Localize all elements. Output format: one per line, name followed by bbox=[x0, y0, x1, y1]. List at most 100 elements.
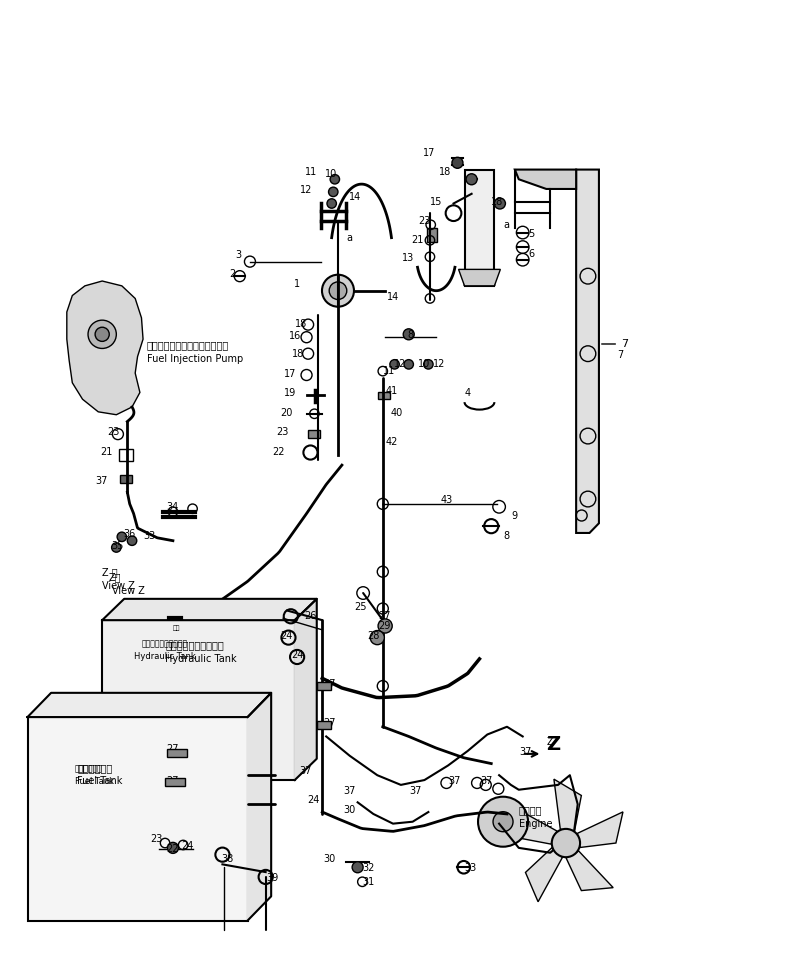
Text: 33: 33 bbox=[465, 863, 477, 873]
Circle shape bbox=[452, 157, 463, 169]
Text: 30: 30 bbox=[343, 805, 356, 815]
Text: Fuel Injection Pump: Fuel Injection Pump bbox=[147, 354, 243, 363]
Text: 42: 42 bbox=[386, 437, 399, 447]
Text: 30: 30 bbox=[323, 854, 336, 863]
Text: View Z: View Z bbox=[102, 581, 135, 591]
Polygon shape bbox=[102, 599, 317, 620]
Text: 1: 1 bbox=[294, 279, 300, 289]
Text: Z: Z bbox=[546, 735, 560, 754]
Text: 11: 11 bbox=[383, 366, 395, 376]
Text: 29: 29 bbox=[378, 621, 391, 631]
Text: フェルタンク: フェルタンク bbox=[77, 764, 112, 773]
Text: 17: 17 bbox=[423, 148, 435, 158]
Text: エンジン: エンジン bbox=[519, 805, 542, 815]
Text: 22: 22 bbox=[273, 447, 285, 456]
Bar bbox=[119, 450, 133, 461]
Text: Fuel Tank: Fuel Tank bbox=[75, 776, 114, 786]
Bar bbox=[120, 475, 132, 483]
Text: 27: 27 bbox=[378, 611, 391, 621]
Text: 39: 39 bbox=[266, 873, 279, 883]
Bar bbox=[102, 620, 295, 780]
Text: 23: 23 bbox=[107, 427, 119, 437]
Text: 23: 23 bbox=[150, 834, 163, 844]
Circle shape bbox=[112, 543, 121, 552]
Text: 24: 24 bbox=[281, 631, 293, 641]
Circle shape bbox=[327, 199, 336, 208]
Circle shape bbox=[424, 359, 433, 369]
Text: 14: 14 bbox=[387, 292, 399, 301]
Circle shape bbox=[329, 282, 347, 299]
Text: 18: 18 bbox=[491, 197, 504, 206]
Text: 15: 15 bbox=[430, 197, 443, 206]
Bar bbox=[317, 682, 331, 690]
Text: 23: 23 bbox=[418, 216, 431, 226]
Text: 27: 27 bbox=[323, 718, 336, 728]
Text: 37: 37 bbox=[343, 786, 356, 796]
Text: 35: 35 bbox=[111, 541, 123, 550]
Text: 5: 5 bbox=[528, 230, 534, 239]
Bar bbox=[165, 778, 185, 786]
Text: 37: 37 bbox=[449, 776, 461, 786]
Text: 17: 17 bbox=[284, 369, 296, 379]
Text: 33: 33 bbox=[143, 531, 156, 541]
Polygon shape bbox=[578, 812, 623, 848]
Circle shape bbox=[552, 828, 580, 858]
Text: Hydraulic Tank: Hydraulic Tank bbox=[165, 654, 237, 664]
Text: 4: 4 bbox=[465, 389, 471, 398]
Text: Z覲: Z覲 bbox=[108, 573, 121, 582]
Circle shape bbox=[494, 198, 505, 209]
Text: 9: 9 bbox=[512, 512, 518, 521]
Text: 41: 41 bbox=[386, 386, 399, 395]
Bar bbox=[308, 430, 320, 438]
Text: 20: 20 bbox=[281, 408, 293, 418]
Circle shape bbox=[352, 861, 363, 873]
Text: 40: 40 bbox=[391, 408, 403, 418]
Bar bbox=[465, 170, 494, 286]
Text: 11: 11 bbox=[305, 168, 318, 177]
Circle shape bbox=[329, 187, 338, 197]
Polygon shape bbox=[576, 170, 599, 533]
Circle shape bbox=[466, 173, 477, 185]
Polygon shape bbox=[295, 599, 317, 780]
Polygon shape bbox=[566, 851, 613, 891]
Text: 28: 28 bbox=[367, 631, 380, 641]
Circle shape bbox=[370, 631, 384, 644]
Polygon shape bbox=[554, 779, 582, 830]
Polygon shape bbox=[515, 170, 576, 189]
Circle shape bbox=[378, 619, 392, 633]
Text: 8: 8 bbox=[504, 531, 510, 541]
Text: 31: 31 bbox=[362, 877, 375, 887]
Circle shape bbox=[322, 274, 354, 307]
Text: 18: 18 bbox=[295, 319, 307, 328]
Text: ニッ: ニッ bbox=[173, 625, 181, 631]
Text: a: a bbox=[503, 220, 509, 230]
Circle shape bbox=[478, 797, 528, 847]
Text: 36: 36 bbox=[123, 529, 136, 539]
Text: ハイドロリックタンク: ハイドロリックタンク bbox=[165, 641, 224, 650]
Text: 10: 10 bbox=[325, 170, 337, 179]
Text: 7: 7 bbox=[617, 350, 623, 359]
Circle shape bbox=[330, 174, 340, 184]
Text: a: a bbox=[347, 234, 353, 243]
Text: フェルインジェクションポンプ: フェルインジェクションポンプ bbox=[147, 340, 230, 350]
Polygon shape bbox=[526, 848, 562, 902]
Circle shape bbox=[127, 536, 137, 546]
Text: View Z: View Z bbox=[112, 586, 145, 596]
Text: 37: 37 bbox=[520, 747, 532, 757]
Text: 37: 37 bbox=[299, 766, 312, 776]
Text: 2: 2 bbox=[230, 269, 236, 279]
Text: フェルタンク: フェルタンク bbox=[75, 764, 102, 773]
Text: 27: 27 bbox=[166, 776, 178, 786]
Text: 27: 27 bbox=[166, 744, 178, 754]
Text: 32: 32 bbox=[362, 863, 375, 873]
Text: 18: 18 bbox=[292, 349, 305, 359]
Text: 23: 23 bbox=[276, 427, 288, 437]
Text: 16: 16 bbox=[288, 331, 301, 341]
Circle shape bbox=[95, 328, 109, 341]
Text: 21: 21 bbox=[100, 447, 112, 456]
Text: Z 視: Z 視 bbox=[102, 567, 118, 577]
Text: 18: 18 bbox=[439, 168, 451, 177]
Circle shape bbox=[493, 812, 513, 831]
Bar bbox=[317, 721, 331, 729]
Bar bbox=[378, 392, 390, 399]
